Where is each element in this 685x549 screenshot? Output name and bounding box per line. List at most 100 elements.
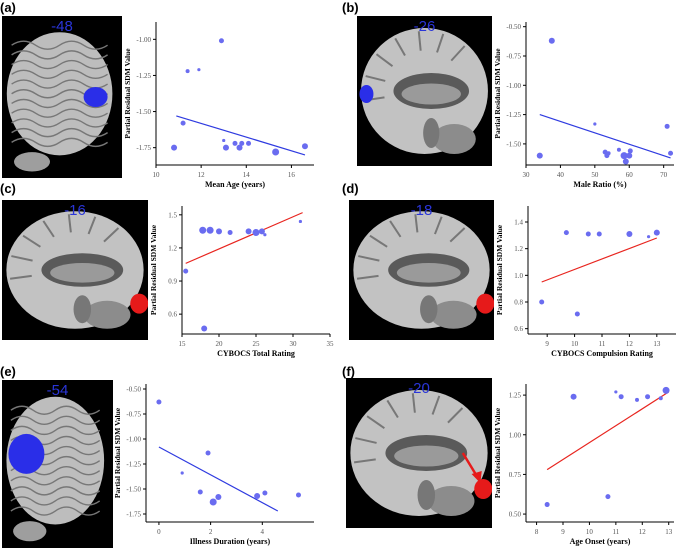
sulcus-c (9, 274, 32, 280)
slice-number-d: -18 (410, 202, 433, 219)
activation-blob-f (474, 479, 492, 499)
y-axis-label: Partial Residual SDM Value (493, 407, 502, 498)
brain-slice-image-b: -26 (357, 16, 492, 166)
data-point (605, 494, 611, 500)
x-tick-label: 50 (591, 171, 599, 179)
panel-label-c: (c) (0, 181, 16, 196)
data-point (246, 140, 252, 146)
y-tick-label: -1.00 (136, 36, 151, 44)
y-tick-label: 1.00 (509, 431, 522, 439)
data-point (544, 502, 550, 508)
data-point (222, 138, 226, 143)
slice-number-c: -16 (64, 202, 86, 219)
thalamus-f (394, 445, 459, 467)
x-tick-label: 10 (586, 528, 594, 536)
y-tick-label: -1.25 (136, 72, 151, 80)
data-point (627, 148, 633, 154)
data-point (216, 228, 222, 235)
data-point (593, 122, 597, 126)
y-axis-label: Partial Residual SDM Value (149, 224, 158, 315)
sulcus-d (389, 220, 402, 238)
x-tick-label: 4 (261, 528, 265, 536)
y-tick-label: 1.5 (168, 211, 177, 219)
x-tick-label: 15 (179, 340, 187, 348)
data-point (180, 120, 186, 126)
cerebellum-a (14, 152, 50, 172)
sulcus-d (358, 255, 380, 262)
data-point (209, 498, 217, 506)
y-tick-label: 1.4 (514, 219, 523, 227)
sulcus-c (22, 234, 41, 248)
x-tick-label: 9 (561, 528, 565, 536)
sulcus-f (431, 395, 441, 415)
brain-slice-image-c: -16 (2, 200, 148, 340)
trend-line (541, 237, 658, 283)
y-tick-label: 1.25 (509, 392, 522, 400)
arrow-shaft-f (461, 452, 479, 478)
y-tick-label: -0.75 (506, 52, 521, 60)
panel-label-b: (b) (342, 0, 359, 15)
x-tick-label: 11 (599, 340, 606, 348)
data-point (570, 393, 577, 400)
scatter-chart-c: 15 20 25 30 35 0.6 0.9 1.2 1.5 CYBOCS Total Ratin… (149, 206, 335, 358)
sulcus-b (436, 33, 445, 53)
data-point (616, 147, 621, 152)
data-point (614, 390, 618, 394)
data-point (298, 219, 302, 224)
trend-line (546, 391, 670, 471)
trend-line (185, 212, 303, 264)
y-axis-label: Partial Residual SDM Value (495, 224, 504, 315)
x-tick-label: 16 (288, 171, 296, 179)
thalamus-d (396, 263, 461, 283)
scatter-chart-d: 9 10 11 12 13 0.6 0.8 1.0 1.2 1.4 CYBOCS Compulsio… (495, 206, 676, 358)
activation-blob-b (359, 85, 374, 103)
sulcus-f (366, 415, 385, 430)
gyrus-line-e (10, 506, 101, 516)
gyrus-line-e (10, 486, 101, 496)
sulcus-b (394, 37, 406, 57)
data-point (197, 489, 203, 495)
x-tick-label: 35 (327, 340, 335, 348)
y-tick-label: -1.50 (136, 108, 151, 116)
brainstem-f (417, 480, 436, 510)
y-tick-label: -1.50 (126, 486, 141, 494)
y-tick-label: -1.00 (126, 436, 141, 444)
data-point (563, 230, 569, 236)
sulcus-b (450, 45, 466, 62)
y-tick-label: 1.2 (514, 245, 523, 253)
data-point (658, 396, 663, 401)
y-axis-label: Partial Residual SDM Value (123, 48, 132, 139)
sulcus-c (67, 214, 72, 233)
y-tick-label: -0.50 (126, 386, 141, 394)
x-tick-label: 13 (665, 528, 673, 536)
scatter-chart-b: 30 40 50 60 70 -0.50 -0.75 -1.00 -1.25 -1.50 Male … (493, 22, 674, 189)
data-point (620, 152, 628, 160)
x-tick-label: 70 (660, 171, 668, 179)
data-point (618, 394, 624, 400)
brainstem-b (423, 118, 440, 148)
data-point (606, 151, 611, 156)
gyrus-line-a (11, 69, 108, 80)
data-point (664, 123, 670, 129)
thalamus-c (50, 263, 115, 283)
data-point (585, 231, 591, 237)
data-point (171, 144, 178, 151)
data-point (180, 471, 184, 475)
data-point (626, 231, 633, 237)
y-tick-label: 1.0 (514, 272, 523, 280)
arrow-head-f (471, 471, 482, 483)
data-point (156, 399, 162, 405)
data-point (645, 394, 651, 400)
data-point (254, 493, 261, 499)
sulcus-b (365, 75, 386, 82)
data-point (668, 150, 674, 156)
x-tick-label: 60 (626, 171, 634, 179)
activation-blob-d (476, 293, 494, 314)
sulcus-d (356, 274, 379, 280)
gyrus-line-a (11, 79, 108, 89)
y-tick-label: 0.50 (509, 511, 522, 519)
gyrus-line-e (10, 405, 101, 415)
gyrus-line-a (11, 127, 108, 138)
slice-number-f: -20 (408, 380, 430, 397)
sulcus-f (386, 399, 399, 419)
